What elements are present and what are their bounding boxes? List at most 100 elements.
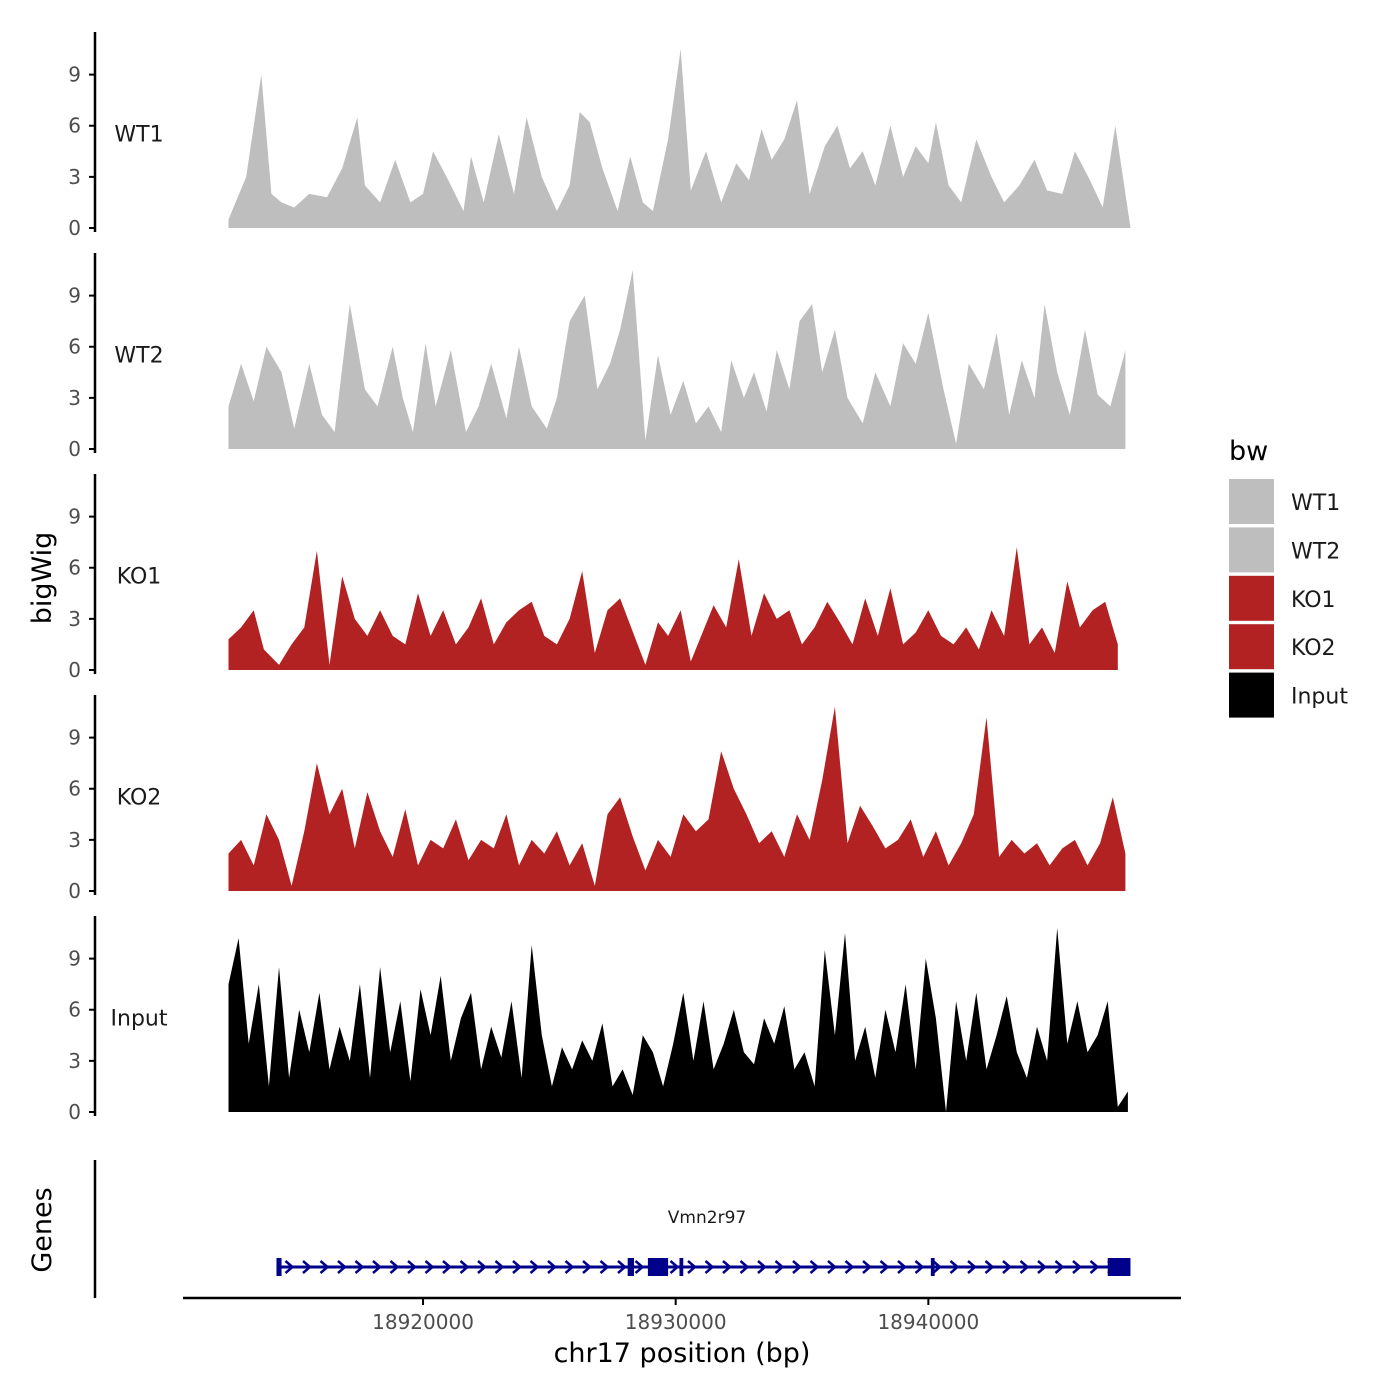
strand-arrow (704, 1260, 715, 1274)
strand-arrow (774, 1260, 785, 1274)
area-ko1 (228, 547, 1118, 670)
strand-arrow (389, 1260, 400, 1274)
track-label-wt2: WT2 (114, 344, 163, 369)
strand-arrow (634, 1260, 645, 1274)
strand-arrow (599, 1260, 610, 1274)
y-tick-label: 6 (68, 556, 81, 580)
y-tick-label: 3 (68, 607, 81, 631)
y-tick-label: 0 (68, 216, 81, 240)
strand-arrow (949, 1260, 960, 1274)
strand-arrow (897, 1260, 907, 1274)
legend-label-ko1: KO1 (1291, 588, 1336, 613)
strand-arrow (284, 1260, 295, 1274)
strand-arrow (844, 1260, 855, 1274)
genes-panel-title: Genes (27, 1187, 58, 1272)
strand-arrow (932, 1260, 942, 1274)
strand-arrow (809, 1260, 820, 1274)
legend-label-wt2: WT2 (1291, 539, 1340, 564)
legend-title: bw (1229, 436, 1268, 467)
track-label-input: Input (111, 1007, 168, 1032)
area-wt2 (228, 270, 1126, 449)
y-tick-label: 6 (68, 998, 81, 1022)
y-tick-label: 0 (68, 1100, 81, 1124)
strand-arrow (529, 1260, 540, 1274)
strand-arrow (1054, 1260, 1065, 1274)
strand-arrow (1019, 1260, 1030, 1274)
strand-arrow (914, 1260, 925, 1274)
legend-swatch-wt2 (1229, 527, 1274, 573)
x-axis-title: chr17 position (bp) (554, 1338, 811, 1369)
y-tick-label: 0 (68, 879, 81, 903)
strand-arrow (512, 1260, 522, 1274)
track-label-ko2: KO2 (117, 786, 162, 811)
y-tick-label: 3 (68, 386, 81, 410)
gene-exon (1107, 1258, 1131, 1276)
strand-arrow (337, 1260, 347, 1274)
area-wt1 (228, 49, 1131, 228)
legend-swatch-input (1229, 672, 1274, 718)
strand-arrow (319, 1260, 330, 1274)
strand-arrow (862, 1260, 872, 1274)
strand-arrow (757, 1260, 767, 1274)
track-label-ko1: KO1 (117, 565, 162, 590)
strand-arrow (442, 1260, 452, 1274)
y-tick-label: 9 (68, 505, 81, 529)
strand-arrow (687, 1260, 697, 1274)
track-wt1: 0 3 6 9 WT1 (68, 32, 1131, 240)
x-tick-label: 18940000 (877, 1310, 979, 1334)
strand-arrow (879, 1260, 890, 1274)
strand-arrow (372, 1260, 382, 1274)
strand-arrow (792, 1260, 802, 1274)
legend-swatch-wt1 (1229, 479, 1274, 524)
y-tick-label: 9 (68, 726, 81, 750)
y-tick-label: 3 (68, 828, 81, 852)
area-ko2 (228, 706, 1126, 891)
strand-arrow (547, 1260, 557, 1274)
y-tick-label: 9 (68, 284, 81, 308)
x-tick-label: 18930000 (625, 1310, 727, 1334)
gene-exon (647, 1258, 669, 1276)
y-tick-label: 6 (68, 777, 81, 801)
area-input (228, 927, 1128, 1112)
y-tick-label: 9 (68, 63, 81, 87)
strand-arrow (302, 1260, 312, 1274)
track-label-wt1: WT1 (114, 123, 163, 148)
track-ko1: 0 3 6 9 KO1 (68, 474, 1118, 682)
track-ko2: 0 3 6 9 KO2 (68, 695, 1126, 903)
bigwig-tracks: 0 3 6 9 WT1 0 3 6 9 WT2 0 3 6 9 KO1 0 3 6 9 KO2 0 3 6 9 Input (68, 32, 1131, 1124)
y-tick-label: 6 (68, 335, 81, 359)
y-tick-label: 6 (68, 114, 81, 138)
strand-arrow (617, 1260, 627, 1274)
legend: bw WT1 WT2 KO1 KO2 Input (1229, 436, 1348, 718)
legend-label-input: Input (1291, 685, 1348, 710)
gene-name-label: Vmn2r97 (668, 1208, 746, 1228)
strand-arrow (827, 1260, 837, 1274)
legend-label-wt1: WT1 (1291, 491, 1340, 516)
x-axis: 18920000 18930000 18940000 (183, 1296, 1181, 1334)
y-axis-title: bigWig (27, 532, 58, 625)
gene-exon (930, 1258, 935, 1276)
gene-exon (627, 1258, 634, 1276)
legend-label-ko2: KO2 (1291, 636, 1336, 661)
gene-exon (679, 1258, 684, 1276)
strand-arrow (459, 1260, 470, 1274)
strand-arrow (424, 1260, 435, 1274)
legend-swatch-ko2 (1229, 624, 1274, 670)
y-tick-label: 9 (68, 947, 81, 971)
y-tick-label: 3 (68, 165, 81, 189)
strand-arrow (354, 1260, 365, 1274)
strand-arrow (739, 1260, 750, 1274)
legend-swatch-ko1 (1229, 575, 1274, 621)
strand-arrow (564, 1260, 575, 1274)
track-wt2: 0 3 6 9 WT2 (68, 253, 1126, 461)
track-input: 0 3 6 9 Input (68, 916, 1128, 1124)
gene-exon (276, 1258, 282, 1276)
strand-arrow (967, 1260, 977, 1274)
strand-arrow (494, 1260, 505, 1274)
strand-arrow (407, 1260, 417, 1274)
y-tick-label: 3 (68, 1049, 81, 1073)
strand-arrow (984, 1260, 995, 1274)
y-tick-label: 0 (68, 437, 81, 461)
strand-arrow (582, 1260, 592, 1274)
strand-arrow (1072, 1260, 1082, 1274)
